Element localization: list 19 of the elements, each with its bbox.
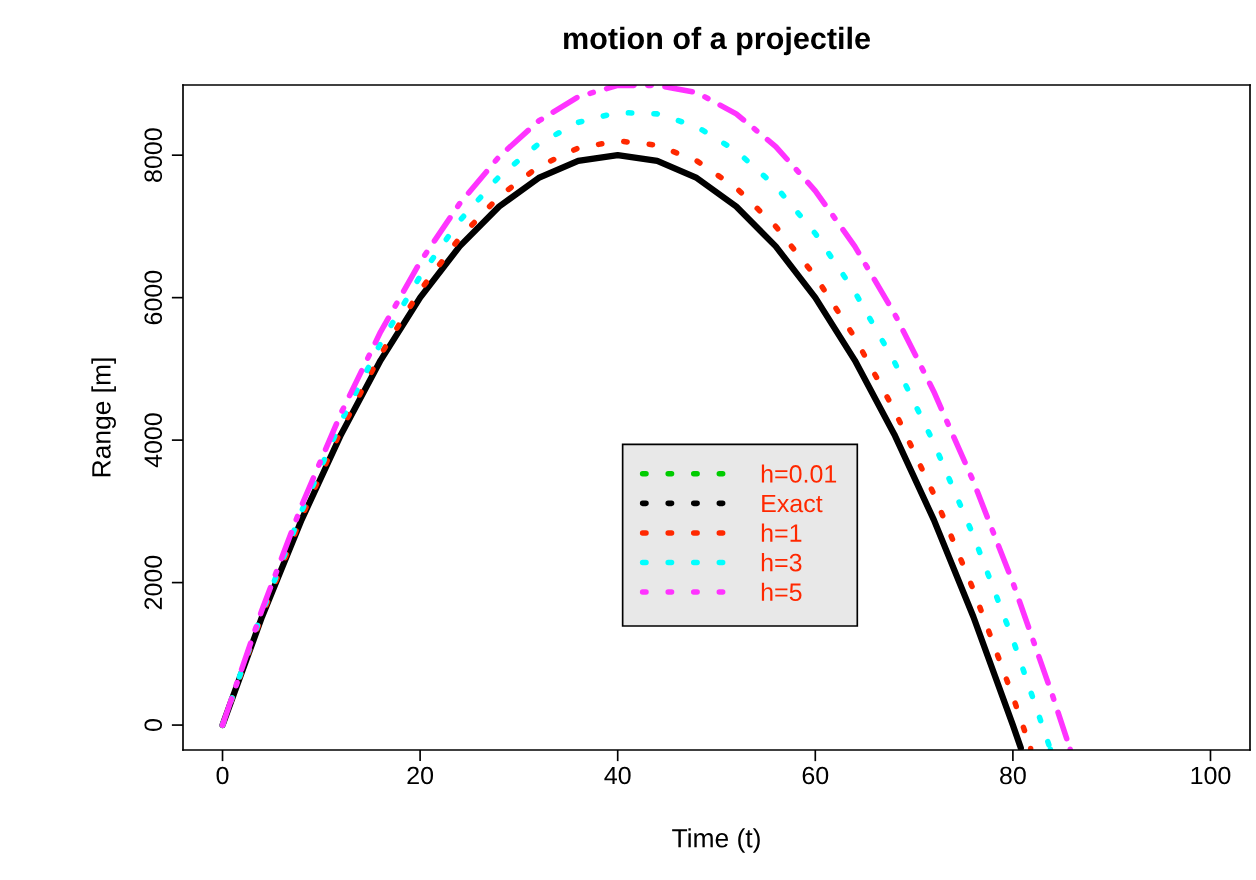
- x-axis-title: Time (t): [672, 828, 760, 853]
- legend-label: h=1: [761, 523, 802, 542]
- legend-label: h=5: [761, 582, 802, 602]
- x-tick-label: 20: [407, 766, 434, 785]
- x-tick-label: 80: [1000, 766, 1026, 785]
- x-tick-label: 60: [802, 766, 829, 785]
- y-tick-label: 6000: [144, 270, 163, 325]
- y-tick-label: 4000: [144, 413, 163, 468]
- y-tick-label: 0: [144, 719, 163, 732]
- chart-title: motion of a projectile: [564, 26, 870, 56]
- legend-label: Exact: [762, 494, 823, 513]
- y-tick-label: 8000: [144, 128, 163, 182]
- x-tick-label: 0: [216, 766, 229, 785]
- legend-label: h=3: [761, 553, 802, 572]
- x-tick-label: 40: [604, 766, 631, 785]
- y-axis-title: Range [m]: [91, 358, 116, 477]
- x-tick-label: 100: [1191, 766, 1231, 785]
- legend-label: h=0.01: [761, 464, 837, 483]
- y-tick-label: 2000: [144, 555, 163, 610]
